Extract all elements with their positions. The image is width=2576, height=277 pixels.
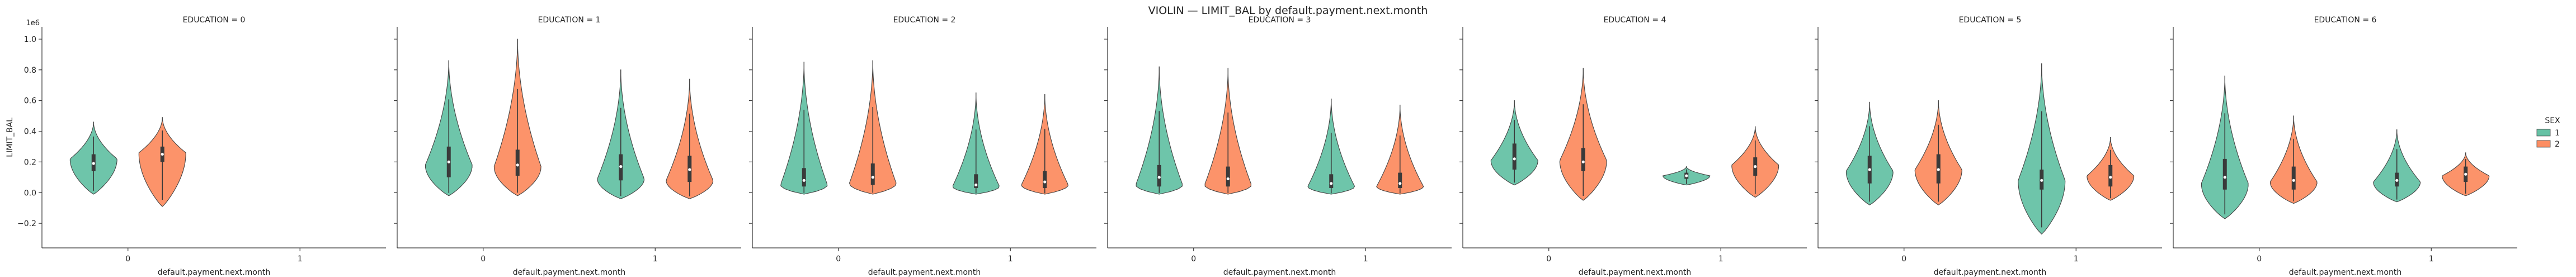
violin-iqr-box bbox=[515, 149, 520, 176]
violin-median-dot bbox=[1868, 168, 1871, 171]
violin-median-dot bbox=[871, 176, 874, 179]
panel-title: EDUCATION = 3 bbox=[1249, 16, 1311, 25]
x-axis-label: default.payment.next.month bbox=[513, 268, 625, 277]
x-tick-label: 1 bbox=[2074, 255, 2079, 264]
violin-iqr-box bbox=[1581, 148, 1585, 171]
y-axis-label: LIMIT_BAL bbox=[6, 118, 15, 157]
x-tick-label: 0 bbox=[1901, 255, 1906, 264]
violin-median-dot bbox=[92, 162, 95, 165]
x-tick-label: 0 bbox=[1546, 255, 1551, 264]
violin-median-dot bbox=[1398, 182, 1402, 185]
x-axis-label: default.payment.next.month bbox=[2289, 268, 2401, 277]
y-tick-label: 0.8 bbox=[24, 66, 36, 75]
violin-median-dot bbox=[1685, 174, 1688, 177]
y-tick-label: 1.0 bbox=[24, 35, 36, 44]
violin-iqr-box bbox=[2291, 166, 2296, 190]
violin-iqr-box bbox=[802, 168, 806, 187]
x-tick-label: 0 bbox=[125, 255, 130, 264]
violin-median-dot bbox=[1226, 177, 1230, 181]
x-tick-label: 1 bbox=[653, 255, 658, 264]
figure-title: VIOLIN — LIMIT_BAL by default.payment.ne… bbox=[1148, 4, 1428, 17]
legend-label-sex-2: 2 bbox=[2555, 140, 2560, 149]
x-tick-label: 1 bbox=[298, 255, 303, 264]
x-tick-label: 0 bbox=[836, 255, 841, 264]
violin-median-dot bbox=[974, 183, 978, 187]
violin-iqr-box bbox=[1512, 143, 1517, 170]
y-tick-label: 0.4 bbox=[24, 128, 36, 137]
violin-median-dot bbox=[1513, 157, 1516, 161]
violin-iqr-box bbox=[2222, 158, 2227, 190]
violin-median-dot bbox=[2395, 179, 2399, 182]
x-tick-label: 0 bbox=[481, 255, 486, 264]
violin-median-dot bbox=[2040, 179, 2043, 182]
violin-median-dot bbox=[802, 179, 806, 182]
violin-median-dot bbox=[619, 165, 623, 168]
y-scale-note: 1e6 bbox=[26, 19, 40, 27]
legend-label-sex-1: 1 bbox=[2555, 129, 2560, 138]
violin-median-dot bbox=[1043, 180, 1047, 184]
legend-swatch-sex-2 bbox=[2536, 140, 2551, 148]
legend-swatch-sex-1 bbox=[2536, 129, 2551, 137]
x-axis-label: default.payment.next.month bbox=[1934, 268, 2046, 277]
violin-median-dot bbox=[1157, 176, 1161, 179]
violin-iqr-box bbox=[1157, 165, 1161, 187]
y-tick-label: 0.6 bbox=[24, 97, 36, 106]
panel-title: EDUCATION = 1 bbox=[538, 16, 601, 25]
y-tick-label: −0.2 bbox=[17, 219, 36, 228]
x-axis-label: default.payment.next.month bbox=[158, 268, 270, 277]
violin-iqr-box bbox=[974, 174, 978, 189]
violin-median-dot bbox=[2464, 172, 2467, 176]
x-tick-label: 1 bbox=[2429, 255, 2434, 264]
x-tick-label: 1 bbox=[1008, 255, 1013, 264]
panel-title: EDUCATION = 6 bbox=[2314, 16, 2377, 25]
panel-title: EDUCATION = 4 bbox=[1604, 16, 1666, 25]
violin-median-dot bbox=[161, 153, 164, 156]
violin-median-dot bbox=[1330, 182, 1333, 185]
violin-median-dot bbox=[2292, 179, 2295, 182]
violin-median-dot bbox=[2109, 176, 2112, 179]
panel-title: EDUCATION = 2 bbox=[893, 16, 956, 25]
x-axis-label: default.payment.next.month bbox=[868, 268, 981, 277]
panel-title: EDUCATION = 0 bbox=[183, 16, 246, 25]
x-axis-label: default.payment.next.month bbox=[1223, 268, 1336, 277]
y-tick-label: 0.0 bbox=[24, 189, 36, 198]
x-tick-label: 1 bbox=[1363, 255, 1368, 264]
violin-iqr-box bbox=[1398, 172, 1402, 189]
violin-median-dot bbox=[2223, 176, 2226, 179]
violin-median-dot bbox=[1937, 168, 1940, 171]
violin-median-dot bbox=[1754, 165, 1757, 168]
violin-median-dot bbox=[516, 163, 519, 167]
violin-median-dot bbox=[688, 168, 691, 171]
x-tick-label: 0 bbox=[1191, 255, 1196, 264]
legend-title: SEX bbox=[2545, 116, 2560, 125]
violin-median-dot bbox=[1581, 160, 1585, 163]
violin-iqr-box bbox=[1043, 171, 1047, 189]
panel-title: EDUCATION = 5 bbox=[1959, 16, 2022, 25]
violin-iqr-box bbox=[1329, 174, 1334, 189]
y-tick-label: 0.2 bbox=[24, 158, 36, 167]
violin-iqr-box bbox=[2108, 165, 2113, 187]
violin-iqr-box bbox=[1226, 166, 1230, 187]
violin-iqr-box bbox=[870, 163, 875, 185]
violin-median-dot bbox=[447, 160, 450, 163]
x-axis-label: default.payment.next.month bbox=[1579, 268, 1691, 277]
x-tick-label: 1 bbox=[1718, 255, 1723, 264]
x-tick-label: 0 bbox=[2257, 255, 2262, 264]
